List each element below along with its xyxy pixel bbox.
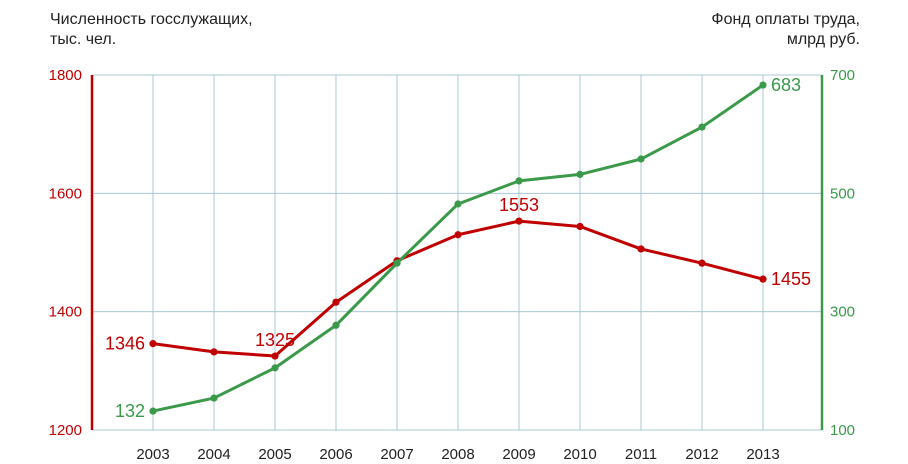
left-axis-tick-label: 1600 [49,185,82,202]
data-point-right [454,200,462,208]
data-point-right [759,81,767,89]
data-point-left [637,245,645,253]
left-axis-title: Численность госслужащих, тыс. чел. [50,11,253,48]
data-label-right: 132 [115,401,145,421]
data-point-right [210,394,218,402]
x-axis-tick-label: 2004 [197,446,230,463]
x-axis-tick-label: 2003 [136,446,169,463]
x-axis-tick-label: 2012 [685,446,718,463]
data-point-left [759,275,767,283]
data-point-right [271,364,279,372]
data-point-right [515,177,523,185]
data-point-left [271,352,279,360]
x-axis-tick-label: 2005 [258,446,291,463]
x-axis-tick-label: 2013 [746,446,779,463]
data-label-left: 1346 [105,334,145,354]
data-point-right [698,123,706,131]
x-axis-tick-label: 2011 [625,446,657,463]
data-point-right [149,407,157,415]
data-label-left: 1325 [255,330,295,350]
data-point-left [698,259,706,267]
data-label-left: 1455 [771,269,811,289]
right-axis-tick-label: 100 [830,422,855,439]
data-point-left [454,231,462,239]
right-axis-tick-label: 500 [830,185,855,202]
data-point-right [576,170,584,178]
right-axis-title: Фонд оплаты труда, млрд руб. [711,11,860,48]
right-axis-tick-label: 300 [830,304,855,321]
left-axis-tick-label: 1800 [49,67,82,84]
data-point-left [149,340,157,348]
x-axis-tick-label: 2010 [563,446,596,463]
data-point-left [332,298,340,306]
right-axis-tick-label: 700 [830,67,855,84]
data-point-left [210,348,218,356]
data-point-left [576,222,584,231]
left-axis-tick-label: 1200 [49,422,82,439]
data-point-right [332,321,340,329]
data-label-right: 683 [771,75,801,95]
data-point-left [515,217,523,225]
x-axis-tick-label: 2006 [319,446,352,463]
x-axis-tick-label: 2009 [502,446,535,463]
data-point-right [637,155,645,163]
x-axis-tick-label: 2007 [380,446,413,463]
data-label-left: 1553 [499,195,539,215]
x-axis-tick-label: 2008 [441,446,474,463]
data-point-right [393,259,401,267]
left-axis-tick-label: 1400 [49,304,82,321]
